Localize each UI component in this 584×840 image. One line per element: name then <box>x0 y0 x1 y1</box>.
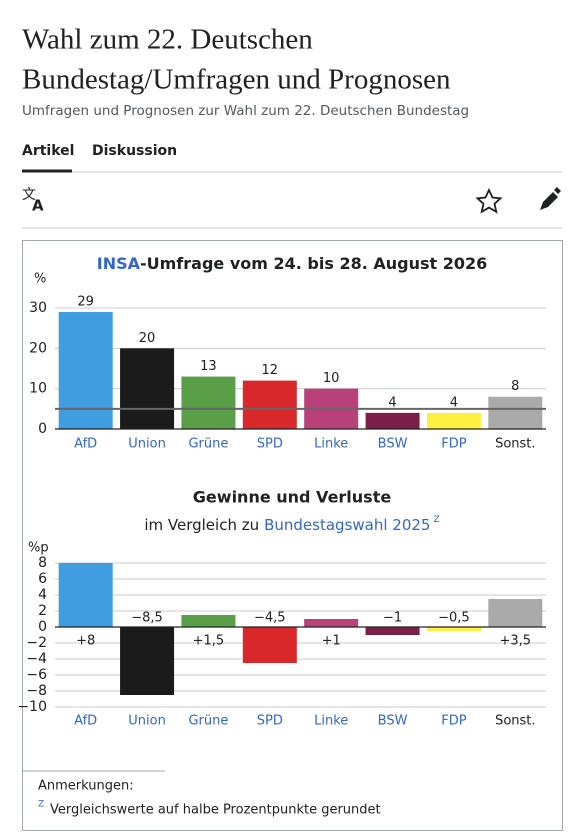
bar <box>181 615 236 627</box>
y-tick-label: 6 <box>38 571 47 587</box>
value-label: 4 <box>450 395 458 410</box>
y-axis-label: % <box>34 272 46 287</box>
watch-icon[interactable] <box>475 187 503 214</box>
value-label: 10 <box>323 371 340 386</box>
y-tick-label: 30 <box>29 300 47 316</box>
y-tick-label: 0 <box>38 619 47 635</box>
value-label: 4 <box>388 395 396 410</box>
x-tick-label: Sonst. <box>495 714 535 729</box>
subtitle-link[interactable]: Bundestagswahl 2025 <box>264 516 430 534</box>
title-link[interactable]: INSA <box>97 254 141 273</box>
x-tick-label: SPD <box>257 437 283 452</box>
value-label: −4,5 <box>254 611 286 626</box>
y-tick-label: −10 <box>17 699 47 715</box>
chart-subtitle: im Vergleich zu Bundestagswahl 2025 Z <box>144 515 439 534</box>
x-tick-label: Grüne <box>188 714 228 729</box>
value-label: 12 <box>262 363 279 378</box>
bar <box>58 563 113 627</box>
bar <box>242 627 297 663</box>
chart-title: Gewinne und Verluste <box>193 488 392 507</box>
x-tick-label: Union <box>128 437 166 452</box>
value-label: 13 <box>200 359 217 374</box>
value-label: 20 <box>139 331 156 346</box>
note-text: Vergleichswerte auf halbe Prozentpunkte … <box>50 803 381 818</box>
value-label: +1 <box>322 634 341 649</box>
bar <box>488 599 543 627</box>
y-tick-label: 10 <box>29 381 47 397</box>
chart-title: INSA-Umfrage vom 24. bis 28. August 2026 <box>97 254 488 273</box>
x-tick-label: Union <box>128 714 166 729</box>
bar <box>426 627 481 631</box>
x-tick-label: BSW <box>378 714 408 729</box>
bar <box>120 348 175 429</box>
value-label: 29 <box>77 295 94 310</box>
notes-heading: Anmerkungen: <box>38 779 134 794</box>
svg-text:A: A <box>32 197 44 215</box>
bar <box>488 396 543 429</box>
tab[interactable]: Diskussion <box>92 143 177 159</box>
y-tick-label: 20 <box>29 340 47 356</box>
bar <box>426 412 481 429</box>
subtitle-text: im Vergleich zu <box>144 516 259 534</box>
translate-icon[interactable]: 文A <box>22 187 44 215</box>
y-tick-label: −2 <box>26 635 47 651</box>
value-label: +8 <box>76 634 95 649</box>
chart-frame <box>22 240 563 831</box>
bar <box>242 380 297 429</box>
bar <box>120 627 175 695</box>
x-tick-label: AfD <box>74 437 97 452</box>
page-title: Bundestag/Umfragen und Prognosen <box>22 64 451 96</box>
y-tick-label: 8 <box>38 555 47 571</box>
note-marker: Z <box>38 800 44 810</box>
x-tick-label: SPD <box>257 714 283 729</box>
bar <box>365 627 420 635</box>
x-tick-label: BSW <box>378 437 408 452</box>
y-axis-label: %p <box>28 541 49 556</box>
page-subtitle: Umfragen und Prognosen zur Wahl zum 22. … <box>22 103 469 119</box>
value-label: −0,5 <box>438 611 470 626</box>
value-label: +3,5 <box>500 634 532 649</box>
x-tick-label: FDP <box>441 437 466 452</box>
title-text: -Umfrage vom 24. bis 28. August 2026 <box>140 254 487 273</box>
y-tick-label: 4 <box>38 587 47 603</box>
x-tick-label: Grüne <box>188 437 228 452</box>
x-tick-label: Sonst. <box>495 437 535 452</box>
y-tick-label: −6 <box>26 667 47 683</box>
value-label: 8 <box>511 379 519 394</box>
bar <box>181 376 236 429</box>
y-tick-label: 2 <box>38 603 47 619</box>
bar <box>304 619 359 627</box>
tab[interactable]: Artikel <box>22 143 74 159</box>
page-title: Wahl zum 22. Deutschen <box>22 24 313 56</box>
y-tick-label: 0 <box>38 421 47 437</box>
bar <box>58 312 113 429</box>
x-tick-label: FDP <box>441 714 466 729</box>
note-marker[interactable]: Z <box>433 515 439 525</box>
bar <box>365 412 420 429</box>
x-tick-label: Linke <box>314 437 348 452</box>
x-tick-label: AfD <box>74 714 97 729</box>
y-tick-label: −8 <box>26 683 47 699</box>
value-label: +1,5 <box>193 634 225 649</box>
svg-text:文: 文 <box>22 187 36 203</box>
y-tick-label: −4 <box>26 651 47 667</box>
value-label: −1 <box>383 611 402 626</box>
value-label: −8,5 <box>131 611 163 626</box>
x-tick-label: Linke <box>314 714 348 729</box>
edit-icon[interactable] <box>540 187 561 210</box>
